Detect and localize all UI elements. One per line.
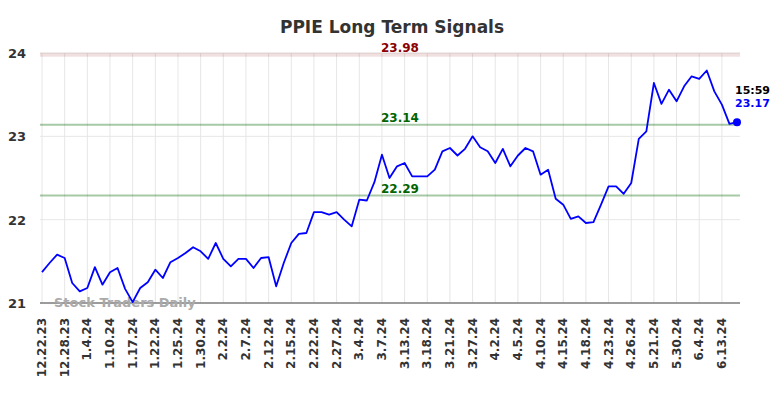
- x-tick-label: 1.17.24: [126, 318, 140, 369]
- grid-line: [699, 53, 700, 303]
- title: PPIE Long Term Signals: [280, 17, 504, 37]
- grid-line: [245, 53, 246, 303]
- y-tick-label: 21: [8, 296, 26, 311]
- x-tick-label: 6.13.24: [715, 318, 729, 369]
- grid-line: [64, 53, 65, 303]
- x-tick-label: 2.15.24: [284, 318, 298, 369]
- x-tick-label: 3.7.24: [375, 318, 389, 361]
- grid-line: [404, 53, 405, 303]
- x-tick-label: 5.30.24: [670, 318, 684, 369]
- x-tick-label: 2.7.24: [239, 318, 253, 361]
- grid-line: [155, 53, 156, 303]
- grid-line: [427, 53, 428, 303]
- chart: PPIE Long Term Signals 21 22 23 24 12.22.23 12…: [0, 0, 784, 398]
- grid-line: [40, 219, 740, 220]
- y-tick-label: 24: [8, 46, 26, 61]
- grid-line: [200, 53, 201, 303]
- x-tick-label: 4.26.24: [624, 318, 638, 369]
- grid-line: [132, 53, 133, 303]
- x-tick-label: 2.2.24: [216, 318, 230, 361]
- grid-line: [40, 136, 740, 137]
- grid-line: [87, 53, 88, 303]
- x-tick-label: 2.12.24: [262, 318, 276, 369]
- x-tick-label: 4.2.24: [488, 318, 502, 361]
- grid-line: [676, 53, 677, 303]
- watermark: Stock Traders Daily: [54, 295, 196, 310]
- x-tick-label: 3.18.24: [420, 318, 434, 369]
- x-tick-label: 3.21.24: [443, 318, 457, 369]
- grid-line: [109, 53, 110, 303]
- x-tick-label: 6.4.24: [692, 318, 706, 361]
- grid-line: [517, 53, 518, 303]
- grid-line: [721, 53, 722, 303]
- x-tick-label: 1.22.24: [148, 318, 162, 369]
- grid-line: [585, 53, 586, 303]
- grid-line: [495, 53, 496, 303]
- x-tick-label: 1.10.24: [103, 318, 117, 369]
- x-tick-label: 3.4.24: [352, 318, 366, 361]
- price-line: [42, 71, 737, 303]
- x-tick-label: 4.10.24: [534, 318, 548, 369]
- grid-line: [540, 53, 541, 303]
- reference-label: 23.98: [381, 41, 419, 55]
- last-point: [733, 118, 741, 126]
- x-tick-label: 4.23.24: [602, 318, 616, 369]
- x-tick-label: 12.28.23: [58, 318, 72, 377]
- grid-line: [336, 53, 337, 303]
- x-tick-label: 5.21.24: [647, 318, 661, 369]
- x-tick-label: 1.4.24: [80, 318, 94, 361]
- reference-label: 23.14: [381, 111, 419, 125]
- price-label: 23.17: [735, 97, 770, 110]
- grid-line: [608, 53, 609, 303]
- x-tick-label: 12.22.23: [35, 318, 49, 377]
- grid-line: [359, 53, 360, 303]
- y-tick-label: 23: [8, 129, 26, 144]
- x-tick-label: 1.25.24: [171, 318, 185, 369]
- plot-area: [40, 55, 740, 303]
- grid-line: [313, 53, 314, 303]
- grid-line: [223, 53, 224, 303]
- x-tick-label: 2.27.24: [330, 318, 344, 369]
- x-tick-label: 3.27.24: [466, 318, 480, 369]
- x-tick-label: 1.30.24: [194, 318, 208, 369]
- x-tick-label: 4.18.24: [579, 318, 593, 369]
- grid-line: [449, 53, 450, 303]
- grid-line: [291, 53, 292, 303]
- x-tick-label: 4.15.24: [556, 318, 570, 369]
- grid-line: [268, 53, 269, 303]
- time-label: 15:59: [735, 84, 770, 97]
- grid-line: [563, 53, 564, 303]
- x-tick-label: 2.22.24: [307, 318, 321, 369]
- x-tick-label: 4.5.24: [511, 318, 525, 361]
- grid-line: [381, 53, 382, 303]
- y-tick-label: 22: [8, 213, 26, 228]
- reference-label: 22.29: [381, 182, 419, 196]
- grid-line: [177, 53, 178, 303]
- grid-line: [42, 53, 43, 303]
- grid-line: [472, 53, 473, 303]
- x-tick-label: 3.13.24: [398, 318, 412, 369]
